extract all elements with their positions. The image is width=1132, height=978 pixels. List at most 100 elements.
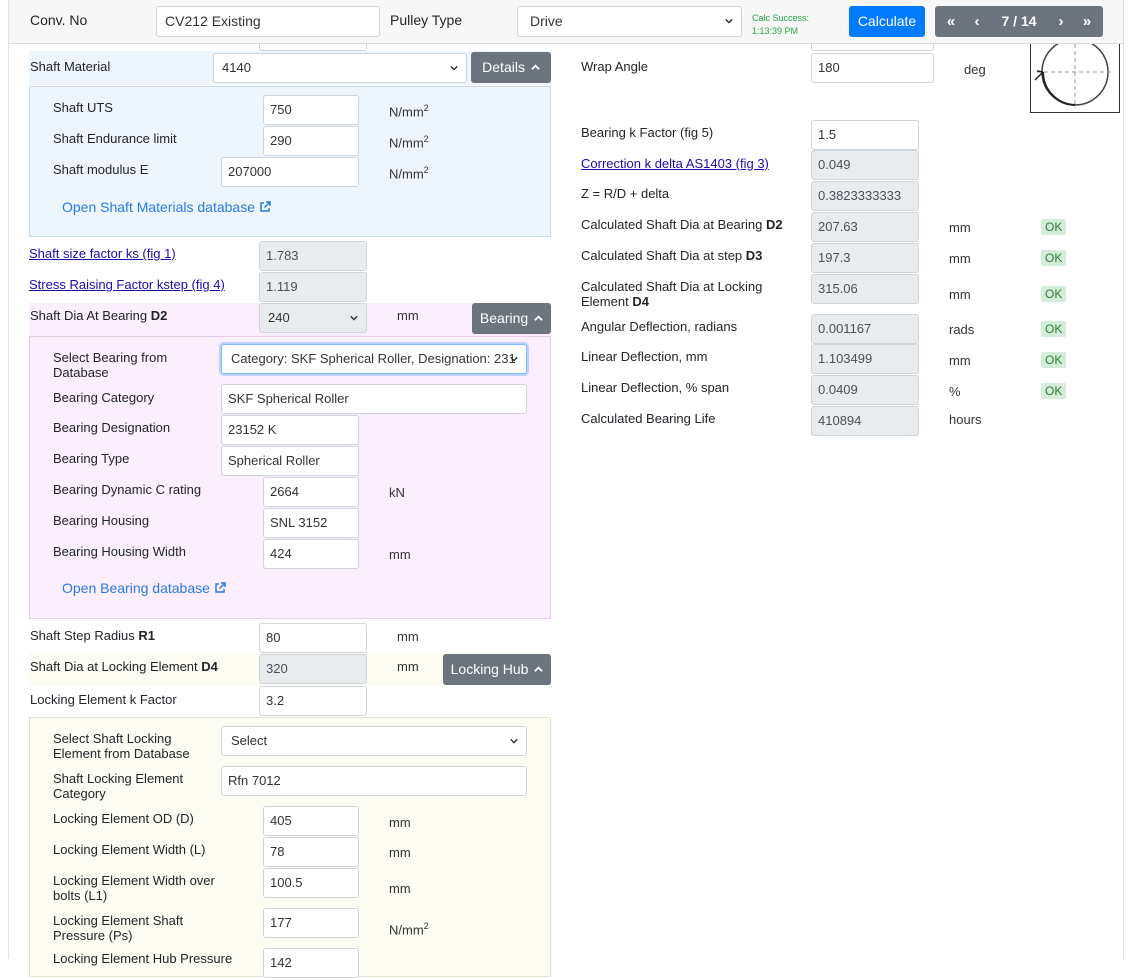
k-factor-input[interactable]: 1.5 bbox=[811, 120, 919, 150]
bearing-dynamic-input[interactable]: 2664 bbox=[263, 477, 359, 507]
locking-od-input[interactable]: 405 bbox=[263, 806, 359, 836]
d4-value: 315.06 bbox=[811, 274, 919, 304]
locking-width-label: Locking Element Width (L) bbox=[53, 842, 206, 857]
select-locking-dropdown[interactable]: Select bbox=[221, 726, 527, 756]
d3-label: Calculated Shaft Dia at step D3 bbox=[581, 248, 763, 263]
locking-pressure-unit: N/mm2 bbox=[389, 921, 429, 938]
open-materials-db-link[interactable]: Open Shaft Materials database bbox=[62, 199, 271, 215]
shaft-material-label: Shaft Material bbox=[30, 59, 111, 74]
locking-pressure-input[interactable]: 177 bbox=[263, 908, 359, 938]
locking-hub-pressure-input[interactable]: 142 bbox=[263, 948, 359, 978]
select-bearing-value: Category: SKF Spherical Roller, Designat… bbox=[231, 351, 516, 366]
bearing-dia-label: Shaft Dia At Bearing D2 bbox=[30, 308, 168, 323]
bearing-dia-select[interactable]: 240 bbox=[259, 303, 367, 333]
step-radius-unit: mm bbox=[397, 629, 419, 644]
locking-k-input[interactable]: 3.2 bbox=[259, 686, 367, 716]
external-link-icon bbox=[260, 201, 271, 212]
pager-last-button[interactable]: » bbox=[1082, 13, 1092, 30]
chevron-down-icon bbox=[350, 315, 358, 321]
k-factor-label: Bearing k Factor (fig 5) bbox=[581, 125, 714, 140]
shaft-modulus-input[interactable]: 207000 bbox=[221, 157, 359, 187]
bearing-housing-width-unit: mm bbox=[389, 547, 411, 562]
bearing-life-value: 410894 bbox=[811, 406, 919, 436]
pager-first-button[interactable]: « bbox=[946, 13, 956, 30]
shaft-endurance-label: Shaft Endurance limit bbox=[53, 131, 177, 146]
d4-unit: mm bbox=[949, 287, 971, 302]
bearing-button-label: Bearing bbox=[479, 310, 529, 326]
locking-dia-unit: mm bbox=[397, 659, 419, 674]
conv-no-input[interactable]: CV212 Existing bbox=[156, 6, 380, 37]
locking-category-input[interactable]: Rfn 7012 bbox=[221, 766, 527, 796]
wrap-angle-input[interactable]: 180 bbox=[811, 53, 934, 83]
locking-dia-value: 320 bbox=[259, 654, 367, 684]
open-bearing-db-link[interactable]: Open Bearing database bbox=[62, 580, 226, 596]
calculate-button[interactable]: Calculate bbox=[849, 6, 925, 37]
shaft-uts-unit: N/mm2 bbox=[389, 103, 429, 120]
d4-label: Calculated Shaft Dia at Locking Element … bbox=[581, 279, 763, 309]
bearing-dia-unit: mm bbox=[397, 308, 419, 323]
d2-status-badge: OK bbox=[1041, 219, 1067, 235]
shaft-size-factor-value: 1.783 bbox=[259, 241, 367, 271]
wrap-angle-unit: deg bbox=[964, 62, 986, 77]
bearing-category-input[interactable]: SKF Spherical Roller bbox=[221, 384, 527, 414]
external-link-icon bbox=[215, 582, 226, 593]
locking-width-input[interactable]: 78 bbox=[263, 837, 359, 867]
correction-k-link[interactable]: Correction k delta AS1403 (fig 3) bbox=[581, 156, 769, 171]
locking-pressure-label: Locking Element Shaft Pressure (Ps) bbox=[53, 913, 184, 943]
bearing-designation-input[interactable]: 23152 K bbox=[221, 415, 359, 445]
shaft-material-select[interactable]: 4140 bbox=[213, 53, 467, 83]
select-locking-value: Select bbox=[231, 733, 268, 748]
bearing-type-input[interactable]: Spherical Roller bbox=[221, 446, 359, 476]
z-label: Z = R/D + delta bbox=[581, 186, 670, 201]
calc-status-text: Calc Success: bbox=[752, 13, 810, 23]
shaft-uts-input[interactable]: 750 bbox=[263, 95, 359, 125]
bearing-housing-input[interactable]: SNL 3152 bbox=[263, 508, 359, 538]
bearing-toggle-button[interactable]: Bearing bbox=[472, 303, 551, 334]
chevron-down-icon bbox=[725, 18, 733, 24]
locking-hub-button-label: Locking Hub bbox=[450, 661, 529, 677]
linear-pct-unit: % bbox=[949, 384, 961, 399]
open-bearing-db-label: Open Bearing database bbox=[62, 580, 210, 596]
pager-next-button[interactable]: › bbox=[1058, 13, 1064, 30]
details-toggle-button[interactable]: Details bbox=[471, 52, 551, 83]
wrap-angle-label: Wrap Angle bbox=[581, 59, 648, 74]
linear-pct-label: Linear Deflection, % span bbox=[581, 380, 730, 395]
step-radius-input[interactable]: 80 bbox=[259, 623, 367, 653]
locking-od-unit: mm bbox=[389, 815, 411, 830]
d4-status-badge: OK bbox=[1041, 286, 1067, 302]
wrap-angle-diagram-icon bbox=[1034, 38, 1113, 108]
pager-prev-button[interactable]: ‹ bbox=[974, 13, 980, 30]
clipped-input-right bbox=[811, 44, 934, 51]
shaft-modulus-label: Shaft modulus E bbox=[53, 162, 149, 177]
locking-width-bolts-unit: mm bbox=[389, 881, 411, 896]
linear-pct-value: 0.0409 bbox=[811, 375, 919, 405]
linear-deflection-value: 1.103499 bbox=[811, 344, 919, 374]
stress-factor-link[interactable]: Stress Raising Factor kstep (fig 4) bbox=[29, 277, 225, 292]
bearing-life-unit: hours bbox=[949, 412, 982, 427]
select-bearing-dropdown[interactable]: Category: SKF Spherical Roller, Designat… bbox=[221, 344, 527, 374]
chevron-down-icon bbox=[450, 65, 458, 71]
z-value: 0.3823333333 bbox=[811, 181, 919, 211]
bearing-housing-width-label: Bearing Housing Width bbox=[53, 544, 186, 559]
d2-unit: mm bbox=[949, 220, 971, 235]
pulley-type-label: Pulley Type bbox=[390, 12, 463, 28]
locking-width-bolts-input[interactable]: 100.5 bbox=[263, 868, 359, 898]
shaft-endurance-input[interactable]: 290 bbox=[263, 126, 359, 156]
select-locking-label: Select Shaft Locking Element from Databa… bbox=[53, 731, 190, 761]
bearing-housing-width-input[interactable]: 424 bbox=[263, 539, 359, 569]
d2-value: 207.63 bbox=[811, 212, 919, 242]
locking-k-label: Locking Element k Factor bbox=[30, 692, 177, 707]
angular-deflection-label: Angular Deflection, radians bbox=[581, 319, 738, 334]
shaft-material-value: 4140 bbox=[222, 60, 251, 75]
bearing-life-label: Calculated Bearing Life bbox=[581, 411, 716, 426]
angular-deflection-value: 0.001167 bbox=[811, 314, 919, 344]
locking-width-bolts-label: Locking Element Width over bolts (L1) bbox=[53, 873, 215, 903]
shaft-size-factor-link[interactable]: Shaft size factor ks (fig 1) bbox=[29, 246, 176, 261]
select-bearing-label: Select Bearing from Database bbox=[53, 350, 168, 380]
chevron-up-icon bbox=[534, 666, 544, 672]
pulley-type-select[interactable]: Drive bbox=[517, 6, 742, 37]
chevron-down-icon bbox=[510, 738, 518, 744]
pulley-type-value: Drive bbox=[530, 13, 563, 29]
linear-deflection-status-badge: OK bbox=[1041, 352, 1067, 368]
locking-hub-toggle-button[interactable]: Locking Hub bbox=[443, 654, 551, 685]
